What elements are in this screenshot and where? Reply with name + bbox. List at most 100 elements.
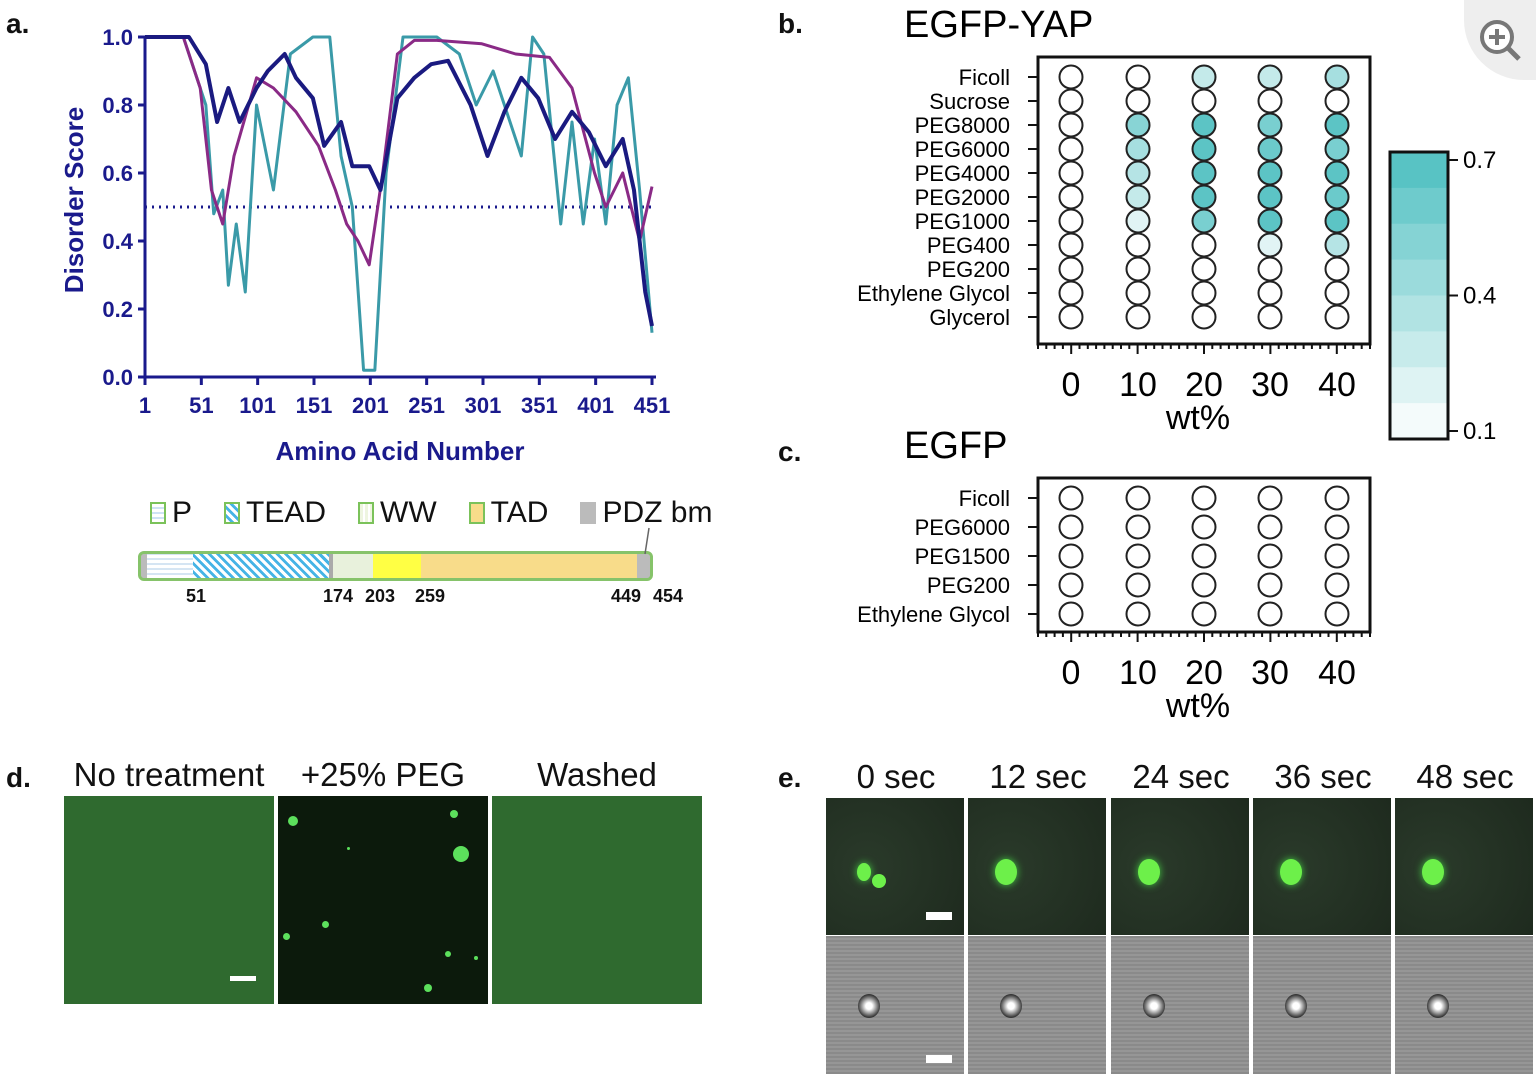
y-tick-label: 0.0 [102,365,133,390]
heatmap-cell [1191,232,1217,258]
micrograph-title: +25% PEG [300,756,466,793]
heatmap-cell [1125,601,1151,627]
brightfield-frame [1395,936,1533,1074]
condensate-droplet [995,859,1017,885]
row-label: PEG6000 [915,515,1010,540]
brightfield-droplet [1285,994,1307,1018]
heatmap-cell [1058,136,1084,162]
colorbar-band [1390,295,1448,332]
disorder-series-line [145,35,654,327]
zoom-in-icon [1480,20,1521,61]
domain-position-label: 51 [185,586,207,606]
timepoint-title: 12 sec [989,758,1087,795]
heatmap-cell [1058,64,1084,90]
brightfield-frame [968,936,1106,1074]
heatmap-cell [1125,280,1151,306]
tead-domain [193,554,329,578]
legend-p: P [150,496,192,530]
scale-bar [926,1055,952,1063]
fluorescence-frame [1253,798,1391,935]
condensate-droplet [474,956,478,960]
timepoint-title: 0 sec [856,758,936,795]
heatmap-title: EGFP [904,425,1007,467]
pdz-swatch [580,502,597,524]
condensate-droplet [1280,859,1302,885]
timepoint-title: 48 sec [1416,758,1514,795]
column-label: 0 [1062,654,1081,692]
heatmap-cell [1058,514,1084,540]
heatmap-cell [1125,232,1151,258]
heatmap-cell [1324,256,1350,282]
pdz-pointer [644,527,650,555]
heatmap-cell [1058,256,1084,282]
heatmap-cell [1324,514,1350,540]
colorbar-tick-label: 0.7 [1463,147,1496,174]
heatmap-cell [1257,160,1283,186]
row-label: PEG200 [927,257,1010,282]
heatmap-cell [1257,572,1283,598]
condensate-droplet [445,951,451,957]
yellow-domain [373,554,421,578]
column-label: 20 [1185,366,1223,404]
column-label: 30 [1251,366,1289,404]
heatmap-cell [1324,112,1350,138]
domain-position-label: 454 [652,586,684,606]
row-label: PEG6000 [915,137,1010,162]
heatmap-cell [1191,256,1217,282]
condensate-droplet [1422,859,1444,885]
tad-domain [421,554,637,578]
zoom-button[interactable] [1464,0,1536,80]
condensate-droplet [424,984,432,992]
condensate-droplet [282,932,290,940]
column-label: 0 [1062,366,1081,404]
x-tick-label: 151 [296,393,333,418]
fluorescence-frame [968,798,1106,935]
domain-legend: P TEAD WW TAD PDZ bm [150,496,712,530]
heatmap-cell [1257,136,1283,162]
heatmap-cell [1191,485,1217,511]
panel-label-b: b. [778,8,803,39]
domain-position-label: 449 [610,586,642,606]
colorbar-band [1390,223,1448,261]
y-tick-label: 0.2 [102,297,133,322]
heatmap-cell [1058,601,1084,627]
heatmap-cell [1324,160,1350,186]
legend-ww: WW [358,496,437,530]
x-tick-label: 101 [239,393,276,418]
legend-tead: TEAD [224,496,326,530]
colorbar-band [1390,259,1448,296]
colorbar-band [1390,403,1448,440]
micrograph-image [492,796,702,1004]
heatmap-cell [1125,543,1151,569]
heatmap-cell [1125,112,1151,138]
p-swatch [150,502,166,524]
heatmap-cell [1058,88,1084,114]
domain-position-label: 259 [414,586,446,606]
x-tick-label: 451 [634,393,671,418]
heatmap-cell [1125,572,1151,598]
brightfield-frame [1253,936,1391,1074]
panel-label-c: c. [778,436,802,467]
row-label: Ficoll [959,486,1010,511]
condensate-droplet [453,846,469,862]
row-label: PEG400 [927,233,1010,258]
timepoint-title: 36 sec [1274,758,1372,795]
heatmap-cell [1058,232,1084,258]
heatmap-cell [1191,601,1217,627]
heatmap-cell [1324,232,1350,258]
heatmap-cell [1324,184,1350,210]
heatmap-cell [1125,160,1151,186]
domain-position-label: 174 [322,586,354,606]
heatmap-cell [1191,136,1217,162]
heatmap-cell [1125,184,1151,210]
heatmap-cell [1058,160,1084,186]
heatmap-cell [1125,485,1151,511]
heatmap-cell [1191,514,1217,540]
row-label: PEG1500 [915,544,1010,569]
ww-domain [333,554,373,578]
condensate-droplet [321,920,329,928]
x-tick-label: 201 [352,393,389,418]
column-label: 10 [1119,366,1157,404]
condensate-droplet [872,874,886,888]
heatmap-cell [1058,280,1084,306]
